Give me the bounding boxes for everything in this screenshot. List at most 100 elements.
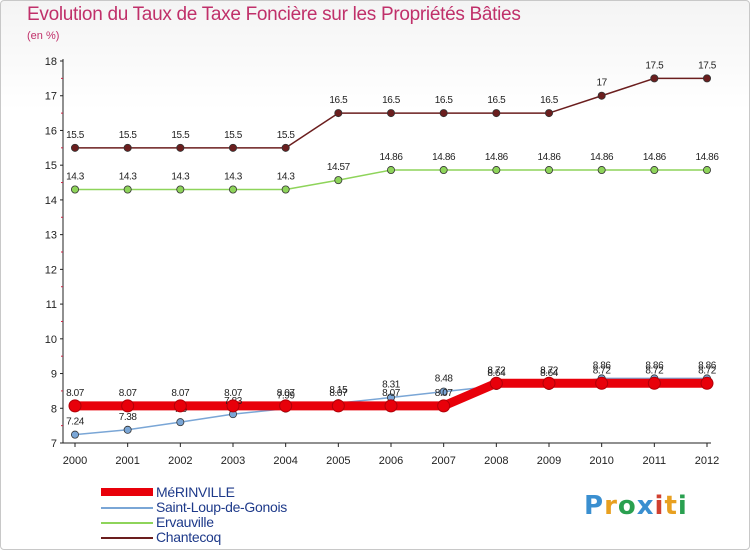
data-label: 14.86 xyxy=(590,152,614,163)
series-point-3 xyxy=(384,399,398,413)
series-point-0 xyxy=(176,143,185,152)
x-tick-label: 2007 xyxy=(431,455,455,467)
data-label: 17 xyxy=(597,78,608,89)
data-label: 15.5 xyxy=(66,130,85,141)
y-tick-label: 9 xyxy=(51,369,57,381)
x-tick-label: 2010 xyxy=(589,455,613,467)
data-label: 15.5 xyxy=(119,130,138,141)
y-tick-label: 16 xyxy=(45,125,57,137)
series-point-1 xyxy=(228,185,237,194)
data-label: 14.57 xyxy=(327,162,351,173)
series-point-3 xyxy=(437,399,451,413)
data-label: 14.3 xyxy=(66,171,85,182)
series-point-1 xyxy=(650,166,659,175)
series-point-3 xyxy=(331,399,345,413)
series-point-3 xyxy=(226,399,240,413)
data-label: 8.07 xyxy=(119,388,138,399)
data-label: 16.5 xyxy=(540,95,559,106)
data-label: 8.72 xyxy=(698,365,717,376)
data-label: 15.5 xyxy=(171,130,190,141)
logo-letter: o xyxy=(617,491,637,521)
data-label: 8.07 xyxy=(435,388,454,399)
data-label: 14.3 xyxy=(171,171,190,182)
x-tick-label: 2006 xyxy=(379,455,403,467)
legend-label: Ervauville xyxy=(156,514,214,530)
y-tick-label: 15 xyxy=(45,160,57,172)
data-label: 14.86 xyxy=(432,152,456,163)
y-tick-label: 18 xyxy=(45,56,57,68)
data-label: 16.5 xyxy=(435,95,454,106)
series-point-2 xyxy=(123,425,132,434)
y-tick-label: 7 xyxy=(51,438,57,450)
series-point-3 xyxy=(489,376,503,390)
logo-letter: i xyxy=(654,491,665,521)
logo-letter: x xyxy=(636,491,655,521)
data-label: 8.72 xyxy=(593,365,612,376)
legend-swatch xyxy=(101,488,153,496)
data-label: 14.3 xyxy=(224,171,243,182)
data-label: 8.72 xyxy=(487,365,506,376)
data-label: 8.07 xyxy=(171,388,190,399)
data-label: 14.86 xyxy=(379,152,403,163)
data-label: 14.3 xyxy=(119,171,138,182)
data-label: 8.86 xyxy=(593,360,612,371)
data-label: 8.07 xyxy=(382,388,401,399)
x-tick-label: 2001 xyxy=(115,455,139,467)
data-label: 14.86 xyxy=(643,152,667,163)
series-point-3 xyxy=(595,376,609,390)
series-point-0 xyxy=(492,109,501,118)
data-label: 7.99 xyxy=(277,391,296,402)
data-label: 16.5 xyxy=(487,95,506,106)
data-label: 17.5 xyxy=(698,60,717,71)
series-point-1 xyxy=(334,176,343,185)
series-point-0 xyxy=(703,74,712,83)
data-label: 8.07 xyxy=(66,388,85,399)
legend-label: MéRINVILLE xyxy=(156,484,235,500)
x-tick-label: 2011 xyxy=(643,455,667,467)
series-point-3 xyxy=(68,399,82,413)
data-label: 8.64 xyxy=(540,368,559,379)
y-tick-label: 12 xyxy=(45,264,57,276)
y-tick-label: 11 xyxy=(46,299,57,311)
data-label: 14.86 xyxy=(695,152,719,163)
series-point-2 xyxy=(71,430,80,439)
x-tick-label: 2009 xyxy=(537,455,561,467)
data-label: 15.5 xyxy=(277,130,296,141)
y-tick-label: 14 xyxy=(45,195,57,207)
proxiti-logo: Proxiti xyxy=(584,491,688,521)
chart-title: Evolution du Taux de Taxe Foncière sur l… xyxy=(27,4,521,25)
data-label: 8.15 xyxy=(329,385,348,396)
data-label: 8.86 xyxy=(645,360,664,371)
legend-swatch xyxy=(101,522,153,524)
legend-swatch xyxy=(101,507,153,509)
x-tick-label: 2000 xyxy=(63,455,87,467)
legend-label: Chantecoq xyxy=(156,529,222,545)
x-tick-label: 2004 xyxy=(273,455,297,467)
y-tick-label: 8 xyxy=(51,403,57,415)
data-label: 14.3 xyxy=(277,171,296,182)
x-tick-label: 2005 xyxy=(326,455,350,467)
series-point-3 xyxy=(279,399,293,413)
series-point-1 xyxy=(545,166,554,175)
series-point-3 xyxy=(542,376,556,390)
series-point-1 xyxy=(703,166,712,175)
logo-letter: t xyxy=(664,491,678,521)
series-point-0 xyxy=(597,91,606,100)
x-tick-label: 2002 xyxy=(168,455,192,467)
data-label: 16.5 xyxy=(382,95,401,106)
legend-label: Saint-Loup-de-Gonois xyxy=(156,499,287,515)
data-label: 15.5 xyxy=(224,130,243,141)
data-label: 16.5 xyxy=(329,95,348,106)
y-tick-label: 10 xyxy=(45,334,57,346)
legend-swatch xyxy=(101,537,153,539)
data-label: 8.07 xyxy=(277,388,296,399)
chart-unit: (en %) xyxy=(27,30,60,42)
series-point-2 xyxy=(439,387,448,396)
data-label: 8.64 xyxy=(487,368,506,379)
series-point-1 xyxy=(386,166,395,175)
logo-letter: i xyxy=(677,491,688,521)
series-point-0 xyxy=(386,109,395,118)
series-point-0 xyxy=(71,143,80,152)
